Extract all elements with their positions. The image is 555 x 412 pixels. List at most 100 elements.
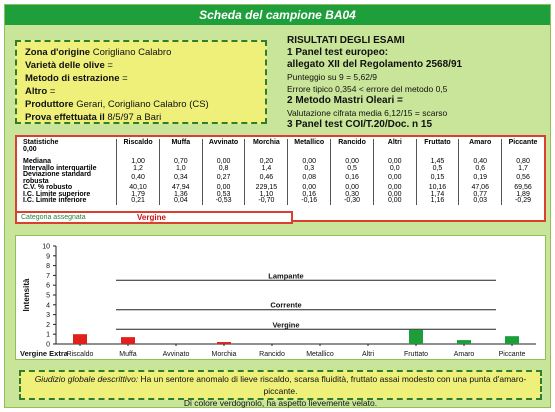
statistics-cell: 0,3 <box>287 165 331 172</box>
intensity-chart: 0 1 2 3 4 5 6 7 8 9 10 Intensità Lampante Corrente Ver… <box>15 235 546 360</box>
statistics-cell: -0,53 <box>201 197 245 205</box>
chart-y-tick-label: 9 <box>46 253 50 260</box>
category-value: Vergine <box>137 213 166 222</box>
statistics-cell: 0,5 <box>415 165 459 172</box>
statistics-cell: 0,27 <box>201 172 245 185</box>
statistics-cell: 1,79 <box>116 191 160 198</box>
statistics-row: I.C. Limite inferiore 0,21 0,04 -0,53 -0,70-… <box>21 197 544 205</box>
chart-bar <box>73 334 87 344</box>
statistics-cell: -0,30 <box>330 197 374 205</box>
statistics-row-label: Intervallo interquartile <box>23 164 97 172</box>
statistics-cell: 0,00 <box>372 172 417 185</box>
statistics-cell: 1,89 <box>501 191 544 198</box>
statistics-cell: 0,0 <box>372 165 417 172</box>
produttore-label: Produttore <box>25 99 74 110</box>
chart-y-tick-label: 4 <box>46 302 50 309</box>
statistics-cell: 0,16 <box>330 172 374 185</box>
statistics-row-label: C.V. % robusto <box>23 184 73 191</box>
metodo-value: = <box>122 73 128 84</box>
statistics-cell: 0,80 <box>501 158 544 166</box>
statistics-cell: 0,46 <box>244 172 288 185</box>
chart-bar <box>217 342 231 344</box>
statistics-cell: -0,70 <box>244 197 288 205</box>
results-line-6: Valutazione cifrata media 6,12/15 = scar… <box>287 108 448 118</box>
chart-bar <box>457 340 471 344</box>
statistics-cell: 0,00 <box>372 158 417 166</box>
produttore-value: Gerari, Corigliano Calabro (CS) <box>76 99 209 110</box>
statistics-cell: 1,10 <box>244 191 288 198</box>
zona-row: Zona d'origine Corigliano Calabro <box>25 46 257 59</box>
statistics-cell: 0,21 <box>116 197 160 205</box>
statistics-column-header: Muffa <box>158 139 203 159</box>
statistics-cell: 1,45 <box>415 158 459 166</box>
results-line-5: 2 Metodo Mastri Oleari = <box>287 95 403 106</box>
category-label: Categoria assegnata <box>21 214 86 221</box>
statistics-cell: 0,08 <box>287 172 331 185</box>
statistics-cell: 47,94 <box>158 184 203 192</box>
statistics-row-label: Deviazione standard robusta <box>23 171 92 185</box>
intensity-chart-svg: 0 1 2 3 4 5 6 7 8 9 10 Intensità Lampante Corrente Ver… <box>20 244 536 358</box>
results-panel: RISULTATI DEGLI ESAMI 1 Panel test europ… <box>287 35 547 130</box>
results-line-2: allegato XII del Regolamento 2568/91 <box>287 59 463 70</box>
chart-y-tick-label: 8 <box>46 263 50 270</box>
chart-bar <box>409 329 423 344</box>
statistics-cell: 0,8 <box>201 165 245 172</box>
statistics-column-header: Piccante <box>501 139 544 159</box>
statistics-cell: 0,34 <box>158 172 203 185</box>
chart-baseline-label: Vergine Extra <box>20 349 69 358</box>
chart-bar <box>121 337 135 344</box>
judgement-box: Giudizio globale descrittivo: Ha un sent… <box>19 370 542 408</box>
statistics-cell: 229,15 <box>244 184 288 192</box>
statistics-cell: 1,4 <box>244 165 288 172</box>
chart-x-tick-label: Piccante <box>499 351 526 358</box>
chart-x-tick-label: Riscaldo <box>67 351 94 358</box>
altro-row: Altro = <box>25 85 257 98</box>
statistics-cell: 1,2 <box>116 165 160 172</box>
judgement-text-1: Ha un sentore anomalo di lieve riscaldo,… <box>140 374 527 396</box>
statistics-column-header: Altri <box>372 139 417 159</box>
statistics-cell: 0,40 <box>116 172 160 185</box>
statistics-column-header: Fruttato <box>415 139 459 159</box>
statistics-cell: 0,00 <box>330 158 374 166</box>
statistics-row: C.V. % robusto 40,10 47,94 0,00 229,15 0,00 0,… <box>21 184 544 192</box>
statistics-cell: 1,00 <box>116 158 160 166</box>
statistics-cell: 0,00 <box>201 184 245 192</box>
statistics-cell: 40,10 <box>116 184 160 192</box>
statistics-corner: Statistiche 0,00 <box>21 139 117 159</box>
statistics-column-header: Riscaldo <box>116 139 160 159</box>
statistics-cell: 0,00 <box>287 158 331 166</box>
prova-row: Prova effettuata il 8/5/97 a Bari <box>25 111 257 124</box>
statistics-row-label: I.C. Limite superiore <box>23 190 91 198</box>
altro-value: = <box>49 86 56 97</box>
statistics-cell: 0,16 <box>287 191 331 198</box>
metodo-label: Metodo di estrazione <box>25 73 120 84</box>
chart-y-tick-label: 7 <box>46 273 50 280</box>
statistics-column-header: Amaro <box>458 139 502 159</box>
results-line-7: 3 Panel test COI/T.20/Doc. n 15 <box>287 119 433 130</box>
varieta-row: Varietà delle olive = <box>25 59 257 72</box>
statistics-cell: 0,00 <box>372 184 417 192</box>
statistics-cell: 0,5 <box>330 165 374 172</box>
chart-x-tick-label: Morchia <box>212 351 237 358</box>
judgement-text-2: Di colore verdognolo, ha aspetto lieveme… <box>183 398 378 408</box>
chart-x-tick-label: Metallico <box>306 351 334 358</box>
metodo-row: Metodo di estrazione = <box>25 72 257 85</box>
statistics-cell: 1,36 <box>158 191 203 198</box>
statistics-column-header: Morchia <box>244 139 288 159</box>
varieta-label: Varietà delle olive <box>25 60 105 71</box>
statistics-cell: 0,53 <box>201 191 245 198</box>
altro-label: Altro <box>25 86 48 97</box>
statistics-cell: 0,00 <box>330 184 374 192</box>
zona-value: Corigliano Calabro <box>92 47 172 58</box>
results-line-4: Errore tipico 0,354 < errore del metodo … <box>287 84 448 94</box>
chart-x-tick-label: Rancido <box>259 351 285 358</box>
statistics-cell: 0,30 <box>330 191 374 198</box>
statistics-corner-title: Statistiche <box>23 139 59 146</box>
zona-label: Zona d'origine <box>25 47 91 58</box>
statistics-cell: 69,56 <box>501 184 544 192</box>
chart-x-tick-label: Fruttato <box>404 351 428 358</box>
category-box: Categoria assegnata Vergine <box>15 211 293 224</box>
chart-x-tick-label: Altri <box>362 351 375 358</box>
card-title: Scheda del campione BA04 <box>5 5 550 25</box>
statistics-cell: 0,70 <box>158 158 203 166</box>
